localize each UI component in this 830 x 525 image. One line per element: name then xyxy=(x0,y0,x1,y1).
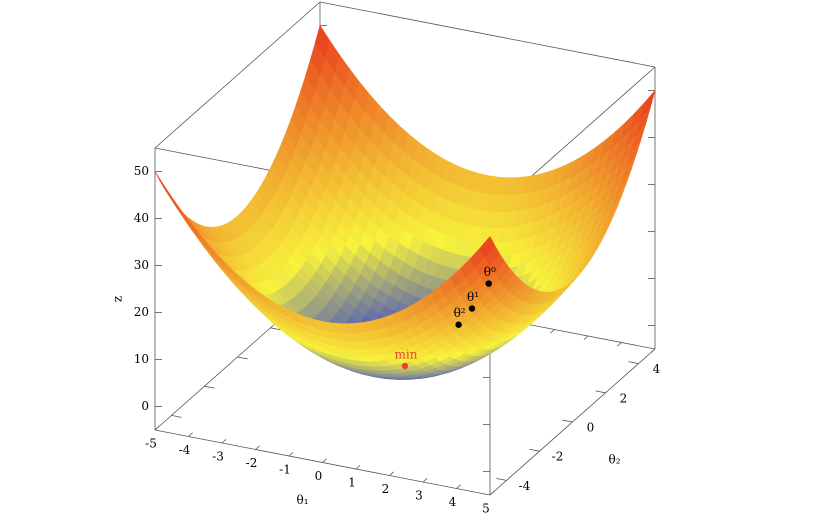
x-axis-label: θ₁ xyxy=(296,493,308,507)
front-layer: -5 -4 -3 -2 -1 0 1 2 3 4 5-4-202401020304050θ₁θ₂zθ… xyxy=(111,164,661,516)
y-tick xyxy=(204,385,215,389)
y-tick-label: -2 xyxy=(552,450,564,464)
y-axis-label: θ₂ xyxy=(608,453,620,467)
x-tick-label: 0 xyxy=(315,469,323,483)
point-label: θ⁰ xyxy=(484,265,496,279)
y-tick xyxy=(595,390,606,394)
z-tick-label: 20 xyxy=(134,305,149,319)
y-tick-label: 2 xyxy=(620,391,628,405)
y-tick xyxy=(237,356,248,360)
z-axis-label: z xyxy=(111,296,125,302)
x-tick xyxy=(221,439,227,444)
point xyxy=(401,362,409,370)
x-tick xyxy=(322,458,327,463)
x-tick-label: 5 xyxy=(482,502,490,516)
x-tick xyxy=(617,342,622,347)
y-tick xyxy=(496,478,507,481)
x-tick-label: 4 xyxy=(449,495,457,509)
surface-patch xyxy=(174,201,190,225)
x-tick xyxy=(422,478,428,483)
x-tick xyxy=(650,348,656,353)
x-tick xyxy=(456,484,461,489)
x-tick xyxy=(188,432,193,437)
z-tick-label: 50 xyxy=(134,164,149,178)
x-tick-label: -1 xyxy=(279,463,291,477)
box-edge xyxy=(319,1,656,68)
y-tick-label: -4 xyxy=(519,479,531,493)
x-tick xyxy=(550,329,555,334)
x-tick-label: -3 xyxy=(212,450,224,464)
x-tick-label: 1 xyxy=(348,476,356,490)
x-tick xyxy=(489,491,495,496)
x-tick-label: 2 xyxy=(382,482,390,496)
z-tick-label: 10 xyxy=(134,352,149,366)
x-tick xyxy=(583,335,589,340)
surface-patch xyxy=(479,235,496,258)
y-tick xyxy=(171,415,182,418)
y-tick xyxy=(562,419,573,423)
z-tick-label: 0 xyxy=(141,399,149,413)
x-tick xyxy=(389,471,394,476)
point-label: θ¹ xyxy=(467,290,479,304)
point-label: θ² xyxy=(454,306,466,320)
point xyxy=(455,321,462,328)
z-tick-label: 30 xyxy=(134,258,149,272)
x-tick xyxy=(154,426,160,431)
y-tick-label: 0 xyxy=(587,421,595,435)
x-tick xyxy=(255,445,260,450)
y-tick xyxy=(628,361,639,364)
x-tick-label: 3 xyxy=(415,489,423,503)
z-tick-label: 40 xyxy=(134,211,149,225)
point xyxy=(485,280,492,287)
y-tick xyxy=(270,327,281,331)
y-tick-label: 4 xyxy=(653,362,661,376)
x-tick-label: -5 xyxy=(145,437,157,451)
x-tick xyxy=(288,452,294,457)
x-tick-label: -4 xyxy=(179,443,191,457)
x-tick xyxy=(355,465,361,470)
x-tick-label: -2 xyxy=(246,456,258,470)
y-tick xyxy=(529,448,540,452)
point-label: min xyxy=(395,348,418,362)
surface xyxy=(154,24,656,380)
point xyxy=(468,305,476,312)
box-edge xyxy=(154,1,321,149)
